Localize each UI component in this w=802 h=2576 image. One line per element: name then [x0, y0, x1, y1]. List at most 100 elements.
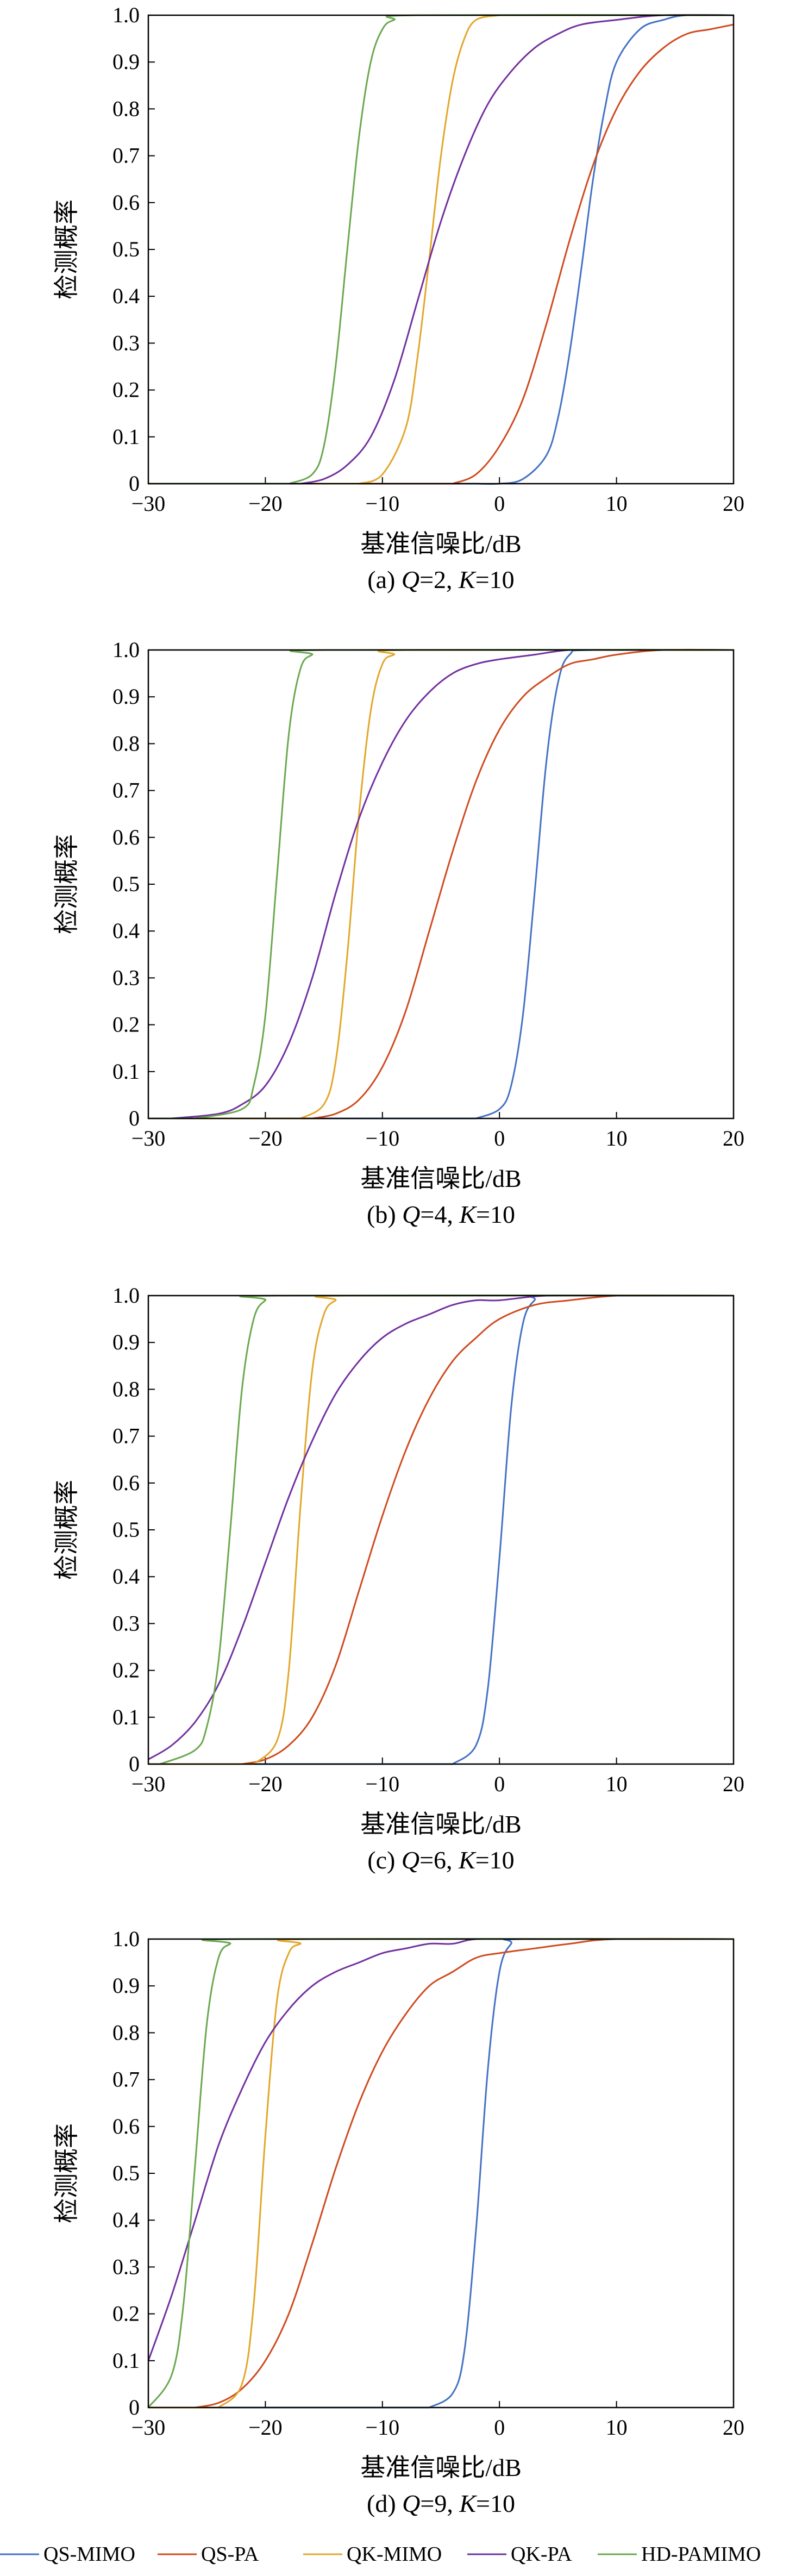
y-tick-label: 0.9 — [112, 684, 140, 709]
y-tick-label: 0.6 — [112, 190, 140, 215]
y-tick-label: 0.9 — [112, 1973, 140, 1998]
panel-caption: (a) Q=2, K=10 — [367, 566, 514, 593]
series-line-qk-pa — [147, 1937, 734, 2361]
caption-part: =6, — [419, 1846, 459, 1874]
x-tick-label: −20 — [248, 1772, 283, 1796]
caption-part: =9, — [420, 2490, 459, 2517]
x-tick-label: 0 — [494, 1772, 505, 1796]
x-tick-label: 20 — [723, 491, 744, 516]
y-tick-label: 1.0 — [112, 3, 140, 27]
caption-part: =2, — [419, 566, 459, 593]
y-tick-label: 0.8 — [112, 731, 140, 755]
plot-frame — [147, 1938, 735, 2409]
y-tick-label: 0.5 — [112, 1517, 140, 1542]
y-tick-label: 0.6 — [112, 825, 140, 849]
y-tick-label: 0.4 — [112, 2208, 140, 2232]
y-tick-label: 0.2 — [112, 2302, 140, 2326]
x-tick-label: 0 — [494, 491, 505, 516]
legend-label: QK-PA — [511, 2543, 572, 2566]
chart-panel: 0 0.1 0.2 0.3 0.4 0.5 0.6 0.7 0.8 0.9 1.0 −30 −20 −10… — [53, 637, 744, 1228]
y-tick-label: 1.0 — [112, 1283, 140, 1308]
y-tick-label: 0.9 — [112, 49, 140, 74]
x-tick-label: 10 — [606, 1772, 628, 1796]
y-axis-label: 检测概率 — [53, 199, 80, 299]
y-axis-label: 检测概率 — [53, 1480, 80, 1580]
x-tick-label: −30 — [131, 491, 166, 516]
series-line-hd-pamimo — [148, 14, 734, 485]
x-tick-label: 20 — [723, 1772, 744, 1796]
y-tick-label: 1.0 — [112, 637, 140, 662]
x-tick-label: −10 — [366, 491, 400, 516]
y-tick-label: 0.2 — [112, 1012, 140, 1037]
y-tick-label: 0.1 — [112, 424, 140, 449]
y-tick-label: 0 — [129, 471, 140, 496]
y-tick-label: 0.2 — [112, 1658, 140, 1683]
series-line-hd-pamimo — [148, 1294, 734, 1765]
y-tick-label: 0 — [129, 2395, 140, 2419]
y-tick-label: 0.3 — [112, 1611, 140, 1635]
y-tick-label: 0.4 — [112, 918, 140, 943]
y-tick-label: 0.9 — [112, 1330, 140, 1354]
plot-frame — [147, 14, 735, 485]
y-tick-label: 0.6 — [112, 1471, 140, 1495]
y-axis-label: 检测概率 — [53, 2123, 80, 2223]
series-line-qs-pa — [148, 1937, 734, 2409]
chart-panel: 0 0.1 0.2 0.3 0.4 0.5 0.6 0.7 0.8 0.9 1.0 −30 −20 −10… — [53, 1283, 744, 1874]
panel-caption: (b) Q=4, K=10 — [367, 1201, 515, 1228]
caption-part: =10 — [475, 566, 515, 593]
y-tick-label: 0.6 — [112, 2114, 140, 2139]
x-tick-label: −20 — [248, 491, 283, 516]
y-tick-label: 0.4 — [112, 284, 140, 308]
series-line-qk-mimo — [148, 14, 734, 485]
caption-part: (c) — [367, 1846, 402, 1874]
y-tick-label: 0.1 — [112, 2348, 140, 2373]
series-line-hd-pamimo — [147, 1937, 734, 2408]
series-line-hd-pamimo — [148, 648, 734, 1120]
legend-label: QS-PA — [201, 2543, 259, 2566]
legend-label: QS-MIMO — [43, 2543, 135, 2566]
y-tick-label: 0.5 — [112, 237, 140, 261]
x-tick-label: 0 — [494, 2415, 505, 2440]
y-tick-label: 0.1 — [112, 1059, 140, 1084]
y-tick-label: 0.8 — [112, 2020, 140, 2044]
y-tick-label: 0.1 — [112, 1705, 140, 1729]
x-tick-label: 20 — [723, 1126, 744, 1151]
x-tick-label: −20 — [248, 1126, 283, 1151]
y-tick-label: 0.3 — [112, 330, 140, 355]
caption-part: =10 — [476, 2490, 515, 2517]
series-line-qk-mimo — [148, 1294, 734, 1765]
caption-part: =10 — [476, 1201, 515, 1228]
y-tick-label: 0.7 — [112, 1424, 140, 1448]
y-axis-label: 检测概率 — [53, 834, 80, 934]
caption-part: Q — [402, 2490, 420, 2517]
panel-caption: (d) Q=9, K=10 — [367, 2490, 515, 2517]
y-tick-label: 0.5 — [112, 2161, 140, 2185]
chart-panel: 0 0.1 0.2 0.3 0.4 0.5 0.6 0.7 0.8 0.9 1.0 −30 −20 −10… — [53, 3, 744, 593]
caption-part: Q — [402, 1201, 420, 1228]
series-line-qs-mimo — [148, 1937, 734, 2409]
caption-part: Q — [402, 566, 419, 593]
caption-part: (b) — [367, 1201, 402, 1228]
legend: QS-MIMO QS-PA QK-MIMO QK-PA HD-PAMIMO — [0, 2543, 761, 2566]
x-tick-label: 10 — [606, 1126, 628, 1151]
x-tick-label: 20 — [723, 2415, 744, 2440]
series-line-qs-mimo — [148, 1294, 734, 1765]
x-axis-label: 基准信噪比/dB — [360, 1165, 521, 1192]
y-tick-label: 0.2 — [112, 378, 140, 402]
x-axis-label: 基准信噪比/dB — [360, 1810, 521, 1838]
x-tick-label: 10 — [606, 491, 628, 516]
caption-part: K — [458, 1846, 477, 1874]
panel-caption: (c) Q=6, K=10 — [367, 1846, 514, 1874]
y-tick-label: 0.7 — [112, 143, 140, 168]
x-axis-label: 基准信噪比/dB — [360, 530, 521, 558]
y-tick-label: 0.3 — [112, 965, 140, 990]
caption-part: K — [459, 2490, 477, 2517]
x-tick-label: −30 — [131, 1126, 166, 1151]
caption-part: =10 — [475, 1846, 515, 1874]
series-line-qs-mimo — [148, 648, 734, 1120]
x-tick-label: −10 — [366, 1772, 400, 1796]
caption-part: K — [458, 566, 477, 593]
y-tick-label: 0 — [129, 1106, 140, 1130]
series-line-qk-mimo — [148, 648, 734, 1120]
